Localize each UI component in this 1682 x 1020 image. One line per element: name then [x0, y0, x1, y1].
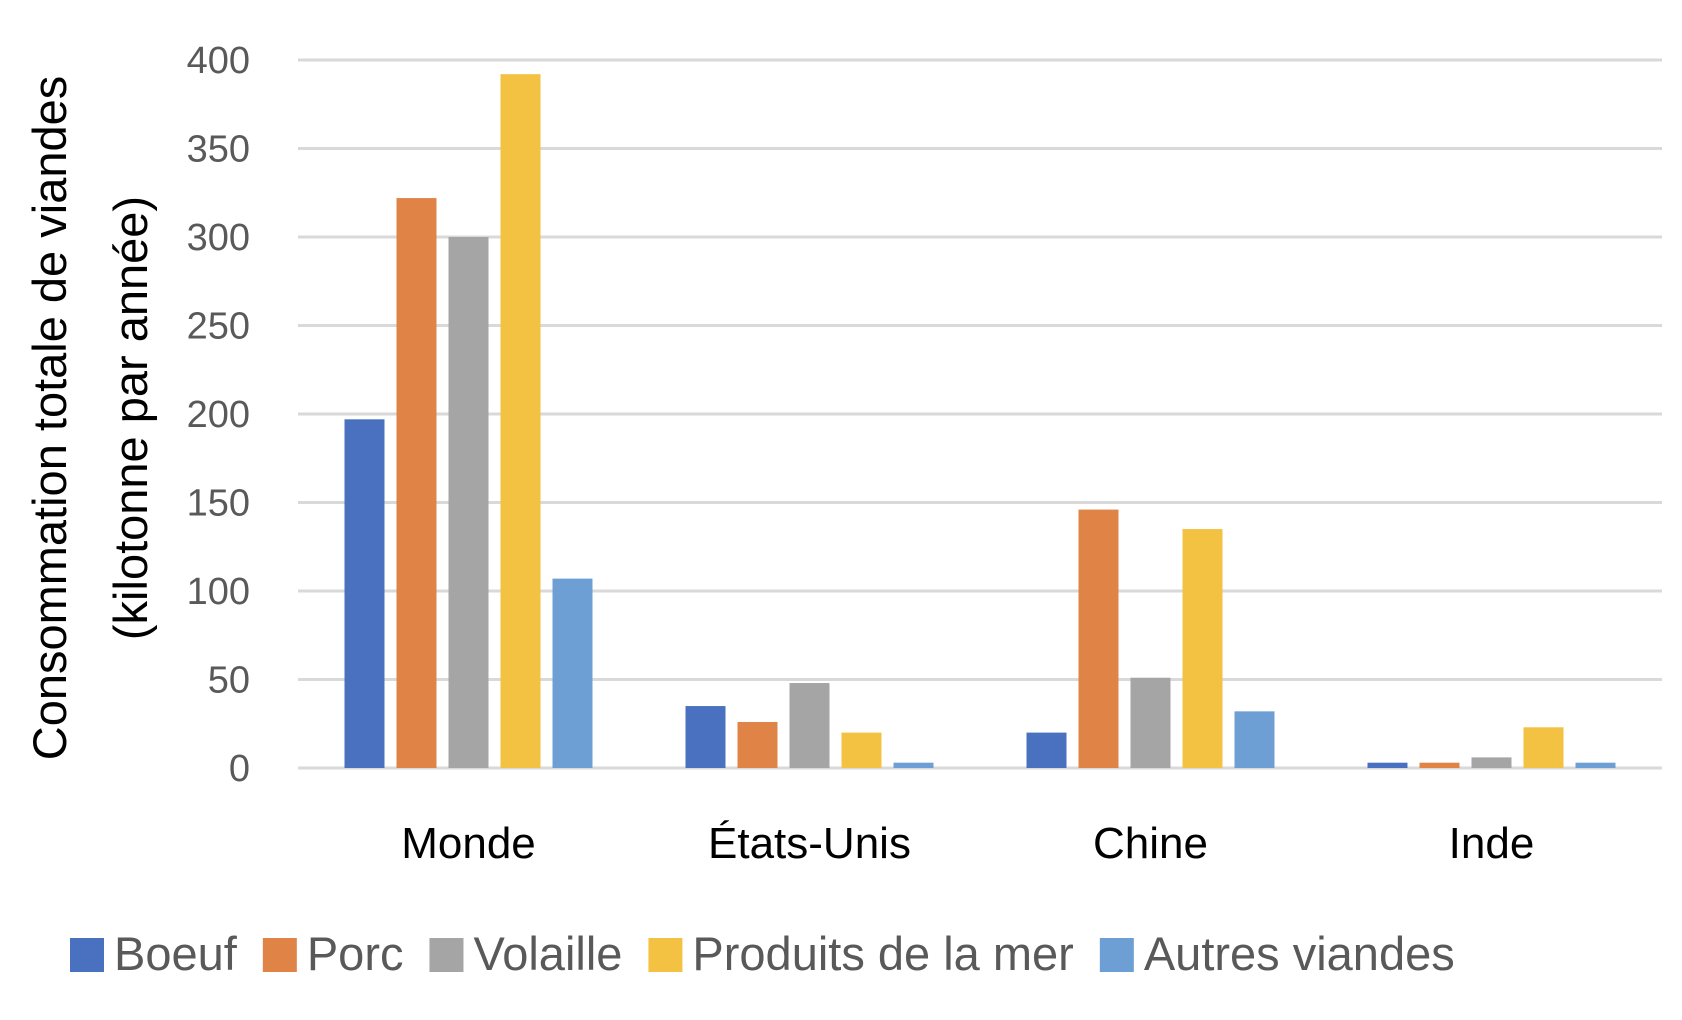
legend: Boeuf Porc Volaille Produits de la mer Autre…: [70, 927, 1455, 980]
bar-2-4: [841, 732, 882, 768]
bar-3-2: [1078, 509, 1119, 768]
bar-1-4: [500, 74, 541, 768]
y-tick-label: 250: [187, 306, 250, 348]
bar-1-5: [552, 578, 593, 768]
bar-4-5: [1575, 762, 1616, 768]
bar-2-2: [737, 721, 778, 768]
legend-label: Porc: [307, 927, 404, 980]
legend-swatch: [1099, 938, 1134, 972]
bar-3-4: [1182, 529, 1223, 768]
legend-label: Boeuf: [114, 927, 238, 980]
bar-3-1: [1026, 732, 1067, 768]
y-tick-label: 400: [187, 40, 250, 82]
y-tick-label: 0: [229, 748, 250, 790]
y-axis-ticks: 0 50 100 150 200 250 300 350 400: [187, 40, 250, 790]
bar-1-3: [448, 237, 489, 768]
x-axis-categories: Monde États-Unis Chine Inde: [401, 819, 1534, 868]
x-category-label: Inde: [1449, 819, 1535, 868]
y-tick-label: 300: [187, 217, 250, 259]
legend-label: Autres viandes: [1144, 927, 1455, 980]
bar-1-2: [396, 198, 437, 768]
y-tick-label: 150: [187, 483, 250, 525]
legend-swatch: [70, 938, 104, 972]
bar-4-3: [1471, 757, 1512, 768]
bar-1-1: [344, 419, 385, 768]
y-tick-label: 350: [187, 129, 250, 171]
legend-label: Volaille: [473, 927, 622, 980]
y-axis-title-line-2: (kilotonne par année): [104, 196, 157, 640]
bar-2-3: [789, 683, 830, 768]
bar-3-5: [1234, 711, 1275, 768]
bar-4-1: [1367, 762, 1408, 768]
y-axis-title-line-1: Consommation totale de viandes: [23, 76, 76, 761]
x-category-label: Chine: [1093, 819, 1208, 868]
legend-swatch: [648, 938, 683, 972]
bars: [344, 74, 1616, 768]
bar-4-2: [1419, 762, 1460, 768]
y-tick-label: 100: [187, 571, 250, 613]
legend-swatch: [429, 938, 464, 972]
bar-2-1: [685, 706, 726, 768]
y-tick-label: 50: [208, 660, 250, 702]
x-category-label: Monde: [401, 819, 536, 868]
legend-swatch: [262, 938, 297, 972]
bar-4-4: [1523, 727, 1564, 768]
y-tick-label: 200: [187, 394, 250, 436]
legend-label: Produits de la mer: [692, 927, 1073, 980]
bar-2-5: [893, 762, 934, 768]
x-category-label: États-Unis: [708, 819, 911, 868]
bar-3-3: [1130, 677, 1171, 768]
